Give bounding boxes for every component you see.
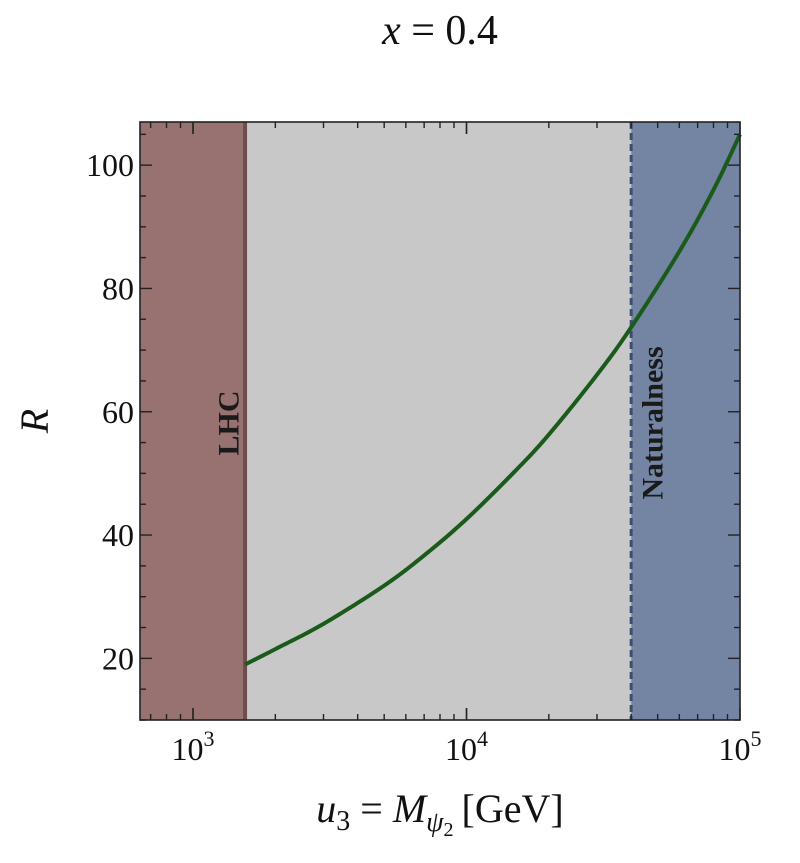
x-tick-label: 105: [719, 726, 762, 767]
region-lhc: [140, 122, 246, 720]
y-tick-label: 80: [102, 270, 134, 306]
x-title-main-sub: 3: [336, 806, 350, 837]
y-tick-labels: 20 40 60 80 100: [86, 147, 134, 676]
x-title-main: u: [316, 786, 336, 831]
y-tick-label: 40: [102, 517, 134, 553]
series-layer: [243, 133, 742, 667]
regions-layer: [140, 122, 740, 720]
region-naturalness: [631, 122, 740, 720]
region-label-lhc: LHC: [213, 390, 246, 455]
x-tick-labels: 103 104 105: [172, 726, 762, 767]
ticks-layer: [140, 122, 741, 721]
x-title-unit: [GeV]: [462, 786, 564, 831]
x-axis-title: u3 = Mψ2 [GeV]: [316, 786, 563, 841]
title-equals: =: [401, 8, 446, 54]
region-allowed: [245, 122, 632, 720]
y-tick-label: 20: [102, 640, 134, 676]
x-tick-label: 104: [445, 726, 488, 767]
x-tick-label: 103: [172, 726, 215, 767]
x-title-mass: M: [392, 786, 429, 831]
x-title-mass-sub2: 2: [444, 819, 454, 841]
y-axis-title: R: [12, 409, 57, 434]
chart-title: x = 0.4: [381, 8, 498, 54]
title-variable: x: [381, 8, 401, 54]
region-edges-layer: [243, 122, 633, 720]
y-tick-label: 100: [86, 147, 134, 183]
region-labels-layer: LHC Naturalness: [213, 346, 670, 499]
x-title-mass-sub: ψ: [426, 807, 444, 838]
x-title-equals: =: [350, 786, 393, 831]
plot-area: LHC Naturalness 20 40 60 80 100 103 104 105: [86, 121, 762, 767]
y-tick-label: 60: [102, 394, 134, 430]
title-value: 0.4: [445, 8, 498, 54]
region-label-naturalness: Naturalness: [637, 346, 670, 499]
series-line-0: [243, 133, 742, 667]
